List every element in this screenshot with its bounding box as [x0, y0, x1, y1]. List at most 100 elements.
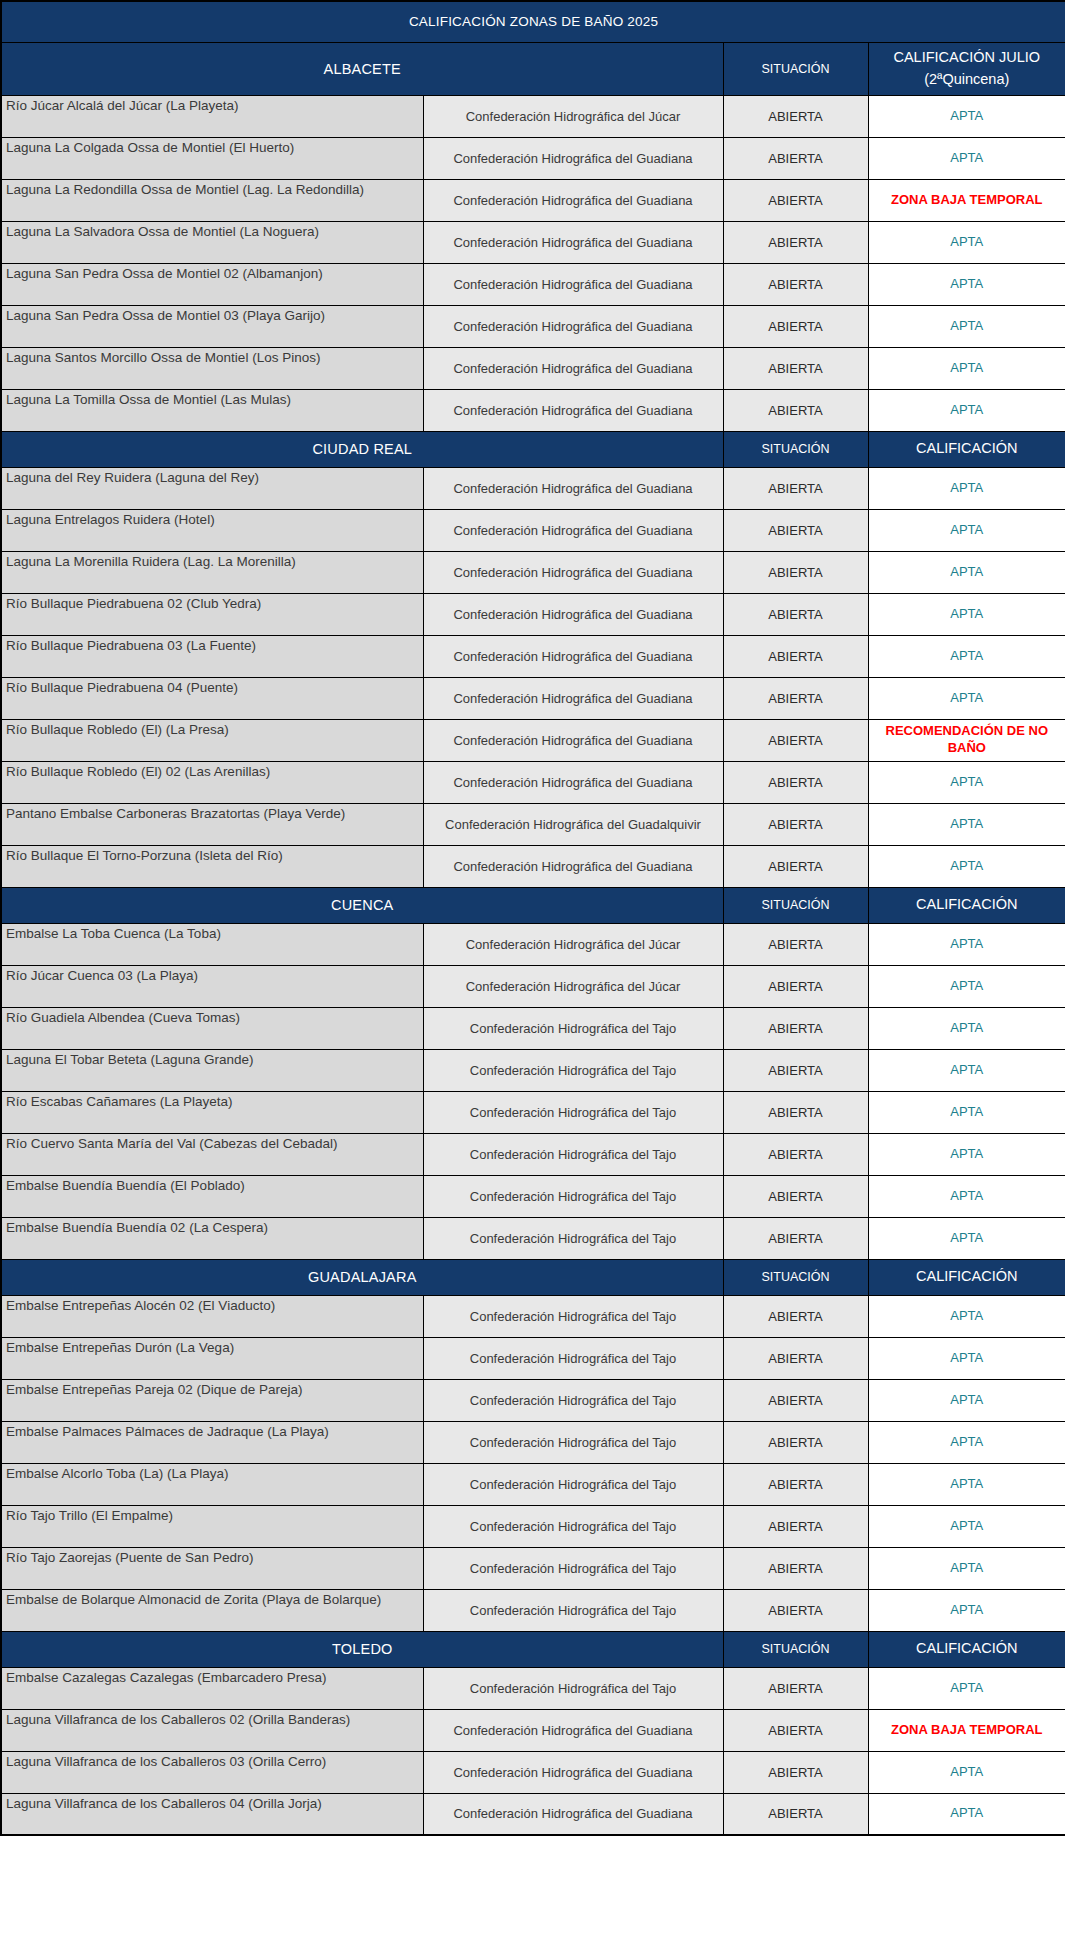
zone-name: Río Tajo Zaorejas (Puente de San Pedro) [1, 1547, 423, 1589]
rating-value: APTA [868, 551, 1065, 593]
zone-name: Laguna Santos Morcillo Ossa de Montiel (… [1, 347, 423, 389]
zone-name: Laguna San Pedra Ossa de Montiel 02 (Alb… [1, 263, 423, 305]
authority-name: Confederación Hidrográfica del Tajo [423, 1007, 723, 1049]
table-row: Embalse de Bolarque Almonacid de Zorita … [1, 1589, 1065, 1631]
authority-name: Confederación Hidrográfica del Guadiana [423, 347, 723, 389]
situation-value: ABIERTA [723, 1091, 868, 1133]
situation-value: ABIERTA [723, 509, 868, 551]
table-row: Río Bullaque El Torno-Porzuna (Isleta de… [1, 845, 1065, 887]
zone-name: Laguna del Rey Ruidera (Laguna del Rey) [1, 467, 423, 509]
table-row: Río Bullaque Piedrabuena 02 (Club Yedra)… [1, 593, 1065, 635]
table-row: Río Júcar Alcalá del Júcar (La Playeta)C… [1, 95, 1065, 137]
zone-name: Embalse Entrepeñas Alocén 02 (El Viaduct… [1, 1295, 423, 1337]
rating-value: APTA [868, 305, 1065, 347]
table-row: Río Escabas Cañamares (La Playeta)Confed… [1, 1091, 1065, 1133]
province-label: TOLEDO [1, 1631, 723, 1667]
table-row: Laguna San Pedra Ossa de Montiel 03 (Pla… [1, 305, 1065, 347]
zone-name: Río Bullaque Piedrabuena 03 (La Fuente) [1, 635, 423, 677]
rating-value: APTA [868, 1049, 1065, 1091]
calificacion-column-header: CALIFICACIÓN [868, 1259, 1065, 1295]
zone-name: Río Escabas Cañamares (La Playeta) [1, 1091, 423, 1133]
situation-value: ABIERTA [723, 551, 868, 593]
situation-value: ABIERTA [723, 1049, 868, 1091]
situation-value: ABIERTA [723, 1217, 868, 1259]
rating-value: APTA [868, 1505, 1065, 1547]
situation-value: ABIERTA [723, 1751, 868, 1793]
situacion-column-header: SITUACIÓN [723, 887, 868, 923]
zone-name: Embalse Alcorlo Toba (La) (La Playa) [1, 1463, 423, 1505]
authority-name: Confederación Hidrográfica del Guadiana [423, 509, 723, 551]
situation-value: ABIERTA [723, 1337, 868, 1379]
table-row: Río Bullaque Piedrabuena 03 (La Fuente)C… [1, 635, 1065, 677]
province-label: GUADALAJARA [1, 1259, 723, 1295]
zone-name: Río Bullaque Piedrabuena 02 (Club Yedra) [1, 593, 423, 635]
rating-value: APTA [868, 593, 1065, 635]
zone-name: Laguna La Tomilla Ossa de Montiel (Las M… [1, 389, 423, 431]
province-label: ALBACETE [1, 42, 723, 95]
rating-value: ZONA BAJA TEMPORAL [868, 179, 1065, 221]
rating-value: APTA [868, 845, 1065, 887]
table-row: Embalse Entrepeñas Alocén 02 (El Viaduct… [1, 1295, 1065, 1337]
authority-name: Confederación Hidrográfica del Guadiana [423, 551, 723, 593]
section-header-cuenca: CUENCASITUACIÓNCALIFICACIÓN [1, 887, 1065, 923]
table-row: Embalse Buendía Buendía (El Poblado)Conf… [1, 1175, 1065, 1217]
rating-value: APTA [868, 1793, 1065, 1835]
situation-value: ABIERTA [723, 1709, 868, 1751]
situation-value: ABIERTA [723, 305, 868, 347]
zone-name: Laguna Villafranca de los Caballeros 04 … [1, 1793, 423, 1835]
authority-name: Confederación Hidrográfica del Guadiana [423, 1793, 723, 1835]
table-row: Laguna El Tobar Beteta (Laguna Grande)Co… [1, 1049, 1065, 1091]
page: CALIFICACIÓN ZONAS DE BAÑO 2025 ALBACETE… [0, 0, 1065, 1836]
situation-value: ABIERTA [723, 923, 868, 965]
rating-value: APTA [868, 1751, 1065, 1793]
table-row: Río Júcar Cuenca 03 (La Playa)Confederac… [1, 965, 1065, 1007]
zone-name: Embalse La Toba Cuenca (La Toba) [1, 923, 423, 965]
rating-value: APTA [868, 803, 1065, 845]
situation-value: ABIERTA [723, 845, 868, 887]
authority-name: Confederación Hidrográfica del Júcar [423, 965, 723, 1007]
authority-name: Confederación Hidrográfica del Júcar [423, 923, 723, 965]
authority-name: Confederación Hidrográfica del Tajo [423, 1295, 723, 1337]
authority-name: Confederación Hidrográfica del Guadiana [423, 677, 723, 719]
rating-value: APTA [868, 1007, 1065, 1049]
authority-name: Confederación Hidrográfica del Tajo [423, 1505, 723, 1547]
situacion-column-header: SITUACIÓN [723, 1259, 868, 1295]
situacion-column-header: SITUACIÓN [723, 1631, 868, 1667]
calificacion-header-line: CALIFICACIÓN [870, 1638, 1065, 1659]
rating-value: APTA [868, 1337, 1065, 1379]
calificacion-header-line: CALIFICACIÓN JULIO [870, 47, 1065, 68]
table-title-row: CALIFICACIÓN ZONAS DE BAÑO 2025 [1, 1, 1065, 42]
table-body: CALIFICACIÓN ZONAS DE BAÑO 2025 ALBACETE… [1, 1, 1065, 1835]
bathing-zones-table: CALIFICACIÓN ZONAS DE BAÑO 2025 ALBACETE… [0, 0, 1065, 1836]
authority-name: Confederación Hidrográfica del Guadiana [423, 1709, 723, 1751]
authority-name: Confederación Hidrográfica del Guadiana [423, 179, 723, 221]
zone-name: Río Bullaque Piedrabuena 04 (Puente) [1, 677, 423, 719]
calificacion-column-header: CALIFICACIÓN [868, 431, 1065, 467]
table-row: Río Tajo Zaorejas (Puente de San Pedro)C… [1, 1547, 1065, 1589]
authority-name: Confederación Hidrográfica del Guadiana [423, 1751, 723, 1793]
rating-value: APTA [868, 1295, 1065, 1337]
section-header-toledo: TOLEDOSITUACIÓNCALIFICACIÓN [1, 1631, 1065, 1667]
situation-value: ABIERTA [723, 221, 868, 263]
zone-name: Embalse Buendía Buendía 02 (La Cespera) [1, 1217, 423, 1259]
situation-value: ABIERTA [723, 593, 868, 635]
zone-name: Pantano Embalse Carboneras Brazatortas (… [1, 803, 423, 845]
table-row: Embalse Cazalegas Cazalegas (Embarcadero… [1, 1667, 1065, 1709]
rating-value: APTA [868, 761, 1065, 803]
zone-name: Embalse Cazalegas Cazalegas (Embarcadero… [1, 1667, 423, 1709]
table-row: Laguna Villafranca de los Caballeros 03 … [1, 1751, 1065, 1793]
authority-name: Confederación Hidrográfica del Guadiana [423, 761, 723, 803]
authority-name: Confederación Hidrográfica del Guadiana [423, 389, 723, 431]
zone-name: Laguna Entrelagos Ruidera (Hotel) [1, 509, 423, 551]
table-row: Río Guadiela Albendea (Cueva Tomas)Confe… [1, 1007, 1065, 1049]
authority-name: Confederación Hidrográfica del Tajo [423, 1379, 723, 1421]
rating-value: APTA [868, 1175, 1065, 1217]
rating-value: APTA [868, 1133, 1065, 1175]
zone-name: Río Júcar Cuenca 03 (La Playa) [1, 965, 423, 1007]
situation-value: ABIERTA [723, 1463, 868, 1505]
situation-value: ABIERTA [723, 965, 868, 1007]
table-row: Laguna San Pedra Ossa de Montiel 02 (Alb… [1, 263, 1065, 305]
zone-name: Laguna Villafranca de los Caballeros 03 … [1, 1751, 423, 1793]
rating-value: APTA [868, 1547, 1065, 1589]
table-row: Laguna La Colgada Ossa de Montiel (El Hu… [1, 137, 1065, 179]
